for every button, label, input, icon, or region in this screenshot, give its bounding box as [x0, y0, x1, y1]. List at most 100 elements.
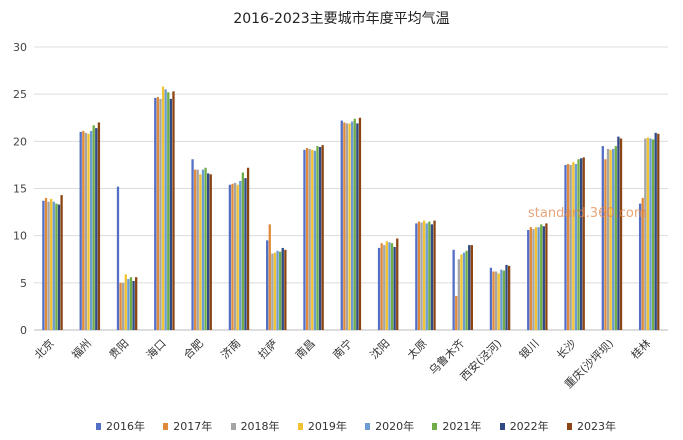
legend-item[interactable]: 2020年: [365, 418, 414, 434]
bar: [497, 273, 500, 330]
legend-item[interactable]: 2021年: [432, 418, 481, 434]
bar: [537, 227, 540, 330]
bar: [172, 91, 175, 330]
bar: [542, 226, 545, 330]
bar: [644, 138, 647, 330]
bar: [579, 158, 583, 330]
bar: [87, 133, 90, 330]
legend-swatch: [566, 422, 572, 430]
bar: [455, 296, 458, 330]
legend-item[interactable]: 2023年: [566, 418, 616, 434]
bar: [47, 201, 50, 330]
bar: [84, 132, 88, 330]
bar: [569, 164, 572, 330]
bar: [614, 146, 617, 330]
legend-item[interactable]: 2017年: [163, 418, 212, 434]
bar: [619, 138, 623, 330]
bar: [343, 122, 346, 330]
bar: [390, 243, 394, 330]
bar: [545, 223, 548, 330]
bar: [132, 280, 135, 330]
y-tick-label: 10: [13, 230, 27, 243]
bar: [271, 253, 274, 330]
bar: [284, 249, 287, 330]
x-tick-label: 北京: [31, 336, 56, 361]
bar: [353, 118, 356, 331]
bar: [119, 282, 122, 330]
bar: [122, 282, 125, 330]
legend-label: 2018年: [240, 420, 280, 433]
legend-swatch: [432, 422, 438, 430]
legend-swatch: [365, 422, 371, 430]
bar: [657, 133, 660, 330]
x-tick-label: 海口: [143, 336, 168, 361]
bar: [154, 97, 157, 330]
bar: [617, 136, 620, 330]
legend-item[interactable]: 2022年: [499, 418, 549, 434]
bar: [415, 223, 418, 330]
legend-label: 2019年: [307, 420, 347, 433]
legend-swatch: [163, 422, 169, 430]
bar: [268, 224, 271, 330]
bar: [540, 224, 543, 330]
bar: [164, 89, 167, 330]
bar: [303, 149, 306, 330]
legend-label: 2016年: [106, 420, 145, 433]
bar: [396, 238, 399, 330]
bar: [356, 123, 359, 330]
bar: [494, 271, 498, 330]
bar: [340, 120, 343, 330]
bar: [233, 182, 237, 330]
bar: [500, 269, 503, 330]
legend-item[interactable]: 2016年: [96, 418, 145, 434]
bar: [42, 200, 45, 330]
bar: [534, 227, 538, 330]
bar: [383, 245, 386, 330]
y-tick-label: 25: [13, 88, 27, 101]
bar: [161, 86, 165, 331]
bar: [465, 250, 468, 330]
y-tick-label: 20: [13, 135, 27, 148]
bar: [638, 203, 642, 330]
bar: [489, 267, 493, 330]
legend-label: 2022年: [509, 420, 549, 433]
bar: [606, 148, 610, 330]
bar: [654, 132, 657, 330]
bar: [529, 227, 532, 330]
legend-swatch: [230, 422, 236, 430]
bar: [239, 180, 242, 330]
bar: [651, 139, 655, 330]
x-tick-label: 福州: [69, 336, 94, 361]
bar: [313, 150, 317, 330]
bar: [196, 169, 199, 330]
chart-legend: 2016年 2017年 2018年 2019年 2020年 2021年 2022年 2023年: [96, 418, 616, 434]
bar: [460, 254, 463, 330]
bar: [649, 138, 652, 330]
bar: [318, 146, 322, 330]
legend-label: 2020年: [375, 420, 415, 433]
watermark-text: standard.360.com: [528, 206, 647, 221]
bar: [204, 167, 207, 330]
x-tick-label: 南昌: [293, 337, 318, 362]
bar: [60, 195, 63, 330]
x-tick-label: 南宁: [330, 336, 355, 361]
bar: [207, 173, 210, 330]
bar: [574, 163, 578, 330]
bar: [601, 146, 604, 330]
bar: [351, 121, 354, 330]
bar: [79, 131, 82, 330]
bar: [57, 204, 61, 330]
bar: [89, 130, 93, 330]
bar: [95, 128, 98, 330]
bar: [422, 220, 426, 330]
x-tick-label: 拉萨: [255, 336, 280, 361]
bar: [305, 147, 309, 330]
bar: [582, 157, 585, 330]
bar: [228, 184, 232, 330]
bar: [452, 249, 455, 330]
bar: [279, 251, 282, 330]
legend-item[interactable]: 2018年: [230, 418, 280, 434]
legend-item[interactable]: 2019年: [297, 418, 347, 434]
